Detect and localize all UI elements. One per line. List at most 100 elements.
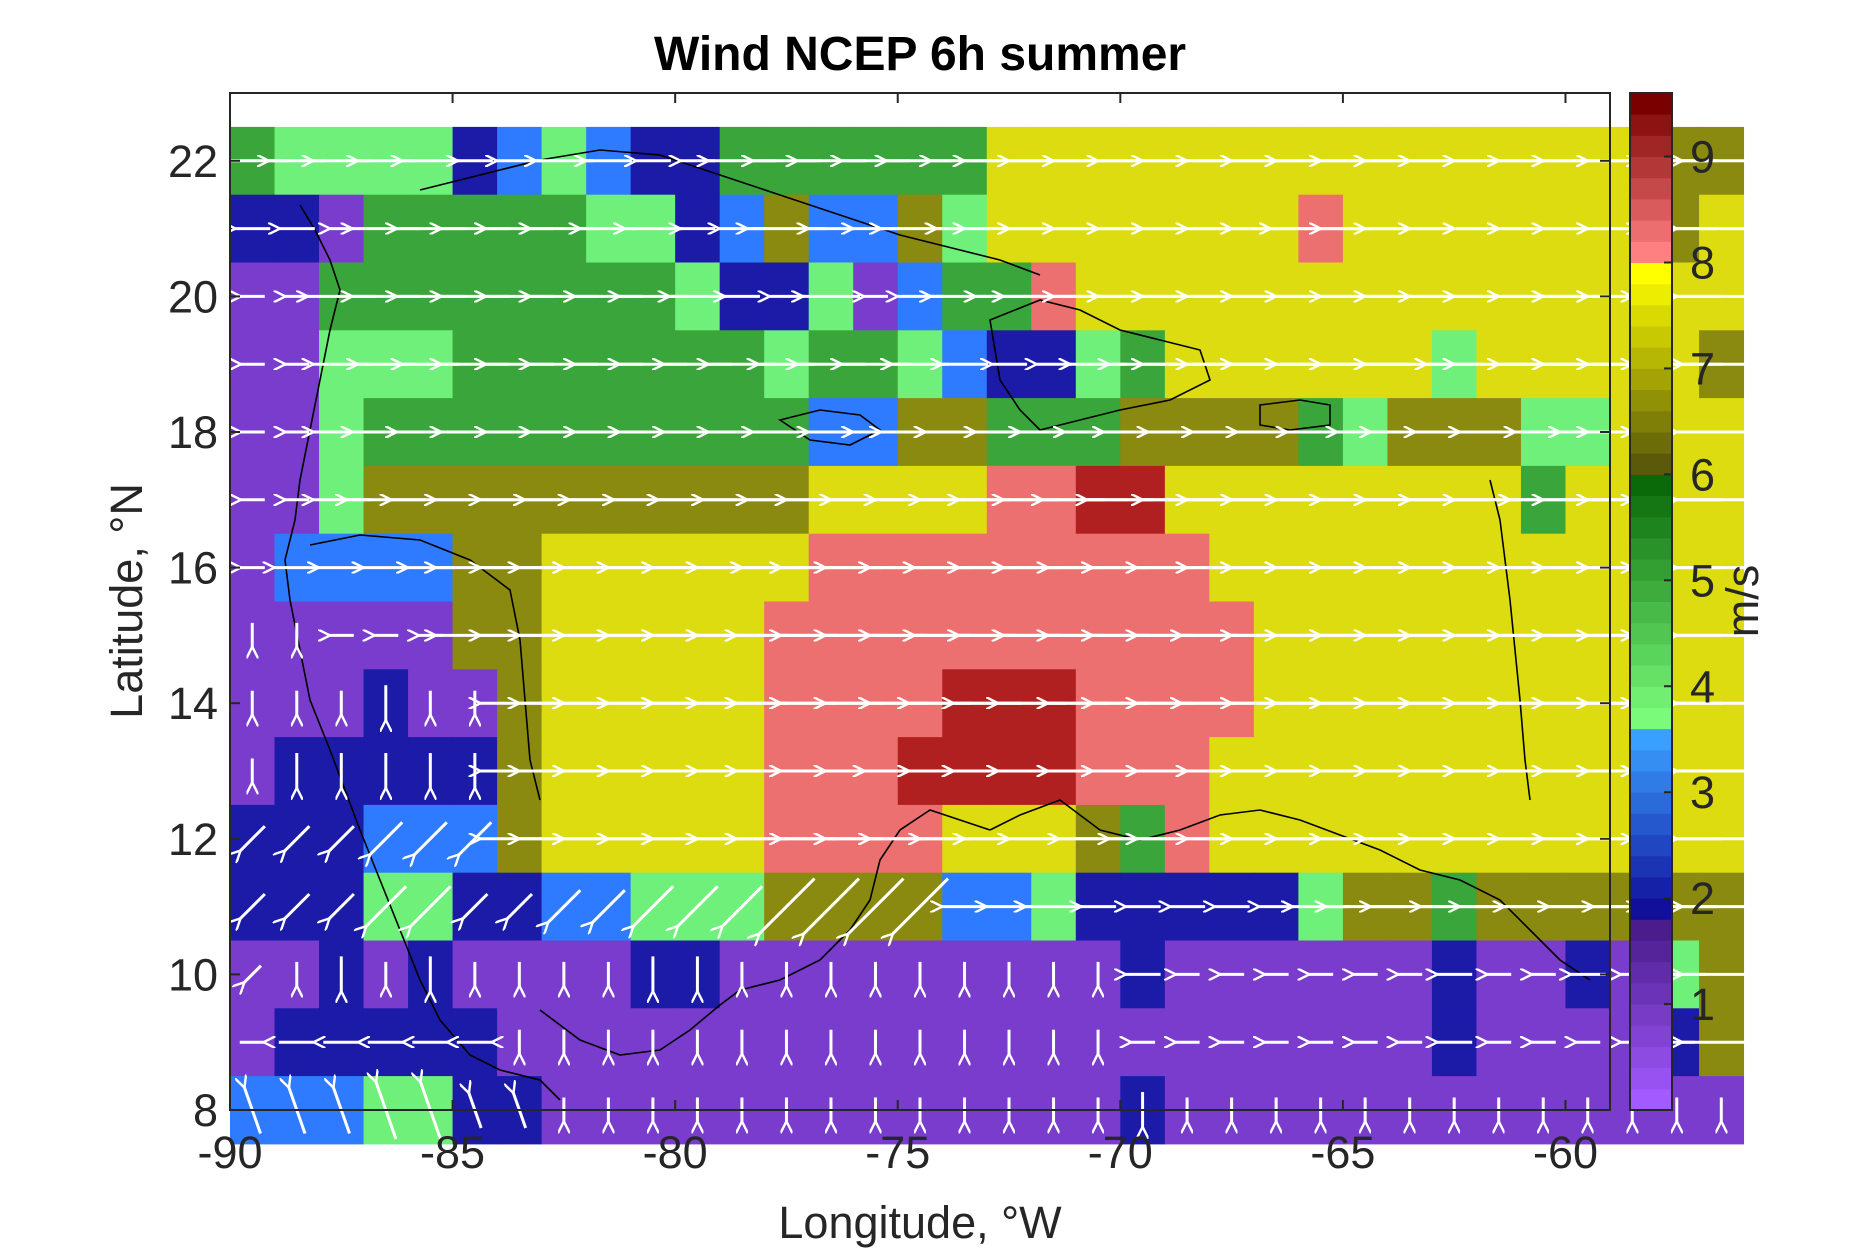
colorbar-ticks: 1 2 3 4 5 6 7 8 9 — [1664, 132, 1715, 1030]
venezuela-coast — [989, 799, 1591, 981]
colorbar-band — [1630, 347, 1672, 369]
wind-arrow — [892, 877, 950, 935]
colorbar-band — [1630, 495, 1672, 518]
colorbar-band — [1630, 1067, 1672, 1090]
central-america-coast — [284, 204, 561, 1101]
colorbar-band — [1630, 982, 1672, 1005]
colorbar-band — [1630, 283, 1672, 306]
plot-area — [218, 92, 1767, 1145]
colombia-coast — [739, 809, 991, 991]
wind-arrow — [414, 821, 448, 855]
y-tick-label: 16 — [168, 543, 218, 594]
colorbar-band — [1630, 453, 1672, 475]
colorbar-band — [1630, 834, 1672, 857]
y-tick-label: 10 — [168, 949, 218, 1000]
wind-arrow — [633, 885, 675, 927]
y-tick-label: 14 — [168, 678, 218, 729]
colorbar-bands — [1630, 93, 1672, 1111]
colorbar-band — [1630, 898, 1672, 920]
x-axis-label: Longitude, °W — [778, 1197, 1062, 1248]
colorbar-band — [1630, 389, 1672, 412]
colorbar-tick-label: 6 — [1690, 449, 1715, 500]
lesser-antilles-coast — [1489, 479, 1531, 801]
wind-arrow — [507, 892, 534, 919]
wind-arrow — [369, 821, 404, 855]
colorbar-band — [1630, 198, 1672, 221]
colorbar-band — [1630, 368, 1672, 391]
x-axis: -90 -85 -80 -75 -70 -65 -60 — [197, 93, 1598, 1178]
colorbar-band — [1630, 135, 1672, 158]
colorbar-tick-label: 8 — [1690, 238, 1715, 289]
hispaniola-coast — [989, 299, 1211, 431]
chart-title: Wind NCEP 6h summer — [654, 28, 1186, 81]
colorbar-band — [1630, 220, 1672, 242]
wind-arrow — [366, 885, 408, 927]
colorbar-band — [1630, 516, 1672, 539]
colorbar-band — [1630, 940, 1672, 963]
wind-arrow — [329, 825, 355, 851]
puerto-rico-coast — [1259, 399, 1331, 431]
wind-arrow — [284, 892, 311, 919]
colorbar-band — [1630, 93, 1672, 115]
colorbar-band — [1630, 537, 1672, 560]
colorbar-band — [1630, 792, 1672, 814]
wind-arrow — [329, 892, 355, 919]
colorbar-band — [1630, 410, 1672, 433]
colorbar-tick-label: 4 — [1690, 661, 1715, 712]
colorbar-band — [1630, 919, 1672, 941]
colorbar-band — [1630, 665, 1672, 687]
x-tick-label: -80 — [643, 1127, 708, 1178]
colorbar-band — [1630, 707, 1672, 730]
wind-arrow — [240, 825, 266, 851]
colorbar-band — [1630, 304, 1672, 327]
wind-arrow — [677, 885, 719, 927]
wind-arrow — [722, 885, 764, 927]
x-tick-label: -75 — [865, 1127, 930, 1178]
x-tick-label: -85 — [420, 1127, 485, 1178]
colorbar-tick-label: 7 — [1690, 343, 1715, 394]
colorbar-band — [1630, 813, 1672, 836]
colorbar-tick-label: 9 — [1690, 132, 1715, 183]
colorbar-band — [1630, 622, 1672, 645]
y-tick-label: 22 — [168, 136, 218, 187]
colorbar-band — [1630, 855, 1672, 878]
y-tick-label: 8 — [193, 1085, 218, 1136]
colorbar-tick-label: 1 — [1690, 979, 1715, 1030]
wind-arrow — [592, 889, 626, 923]
wind-arrow — [758, 877, 816, 935]
colorbar-band — [1630, 728, 1672, 751]
colorbar-band — [1630, 580, 1672, 602]
y-axis: 8 10 12 14 16 18 20 22 — [168, 136, 1610, 1136]
colorbar-band — [1630, 241, 1672, 263]
colorbar-band — [1630, 686, 1672, 708]
wind-arrow — [284, 825, 311, 851]
y-tick-label: 20 — [168, 271, 218, 322]
colorbar-band — [1630, 876, 1672, 899]
colorbar-band — [1630, 432, 1672, 454]
colorbar-band — [1630, 1025, 1672, 1047]
coastline-outline — [284, 149, 1591, 1101]
colorbar-band — [1630, 1046, 1672, 1069]
wind-arrow — [847, 877, 905, 935]
colorbar-band — [1630, 177, 1672, 200]
colorbar-band — [1630, 1088, 1672, 1111]
panama-coast — [539, 989, 741, 1056]
x-tick-label: -60 — [1533, 1127, 1598, 1178]
x-tick-label: -90 — [197, 1127, 262, 1178]
y-axis-label: Latitude, °N — [101, 483, 152, 719]
wind-arrow — [244, 964, 263, 984]
colorbar-band — [1630, 326, 1672, 348]
colorbar-tick-label: 5 — [1690, 555, 1715, 606]
plot-frame — [229, 92, 1611, 1111]
colorbar-tick-label: 2 — [1690, 873, 1715, 924]
colorbar-band — [1630, 749, 1672, 772]
colorbar-band — [1630, 601, 1672, 624]
colorbar-tick-label: 3 — [1690, 767, 1715, 818]
colorbar-band — [1630, 156, 1672, 179]
colorbar-label: m/s — [1717, 565, 1768, 638]
y-tick-label: 12 — [168, 814, 218, 865]
wind-arrow — [462, 892, 489, 919]
colorbar: 1 2 3 4 5 6 7 8 9 m/s — [1629, 92, 1768, 1111]
colorbar-band — [1630, 474, 1672, 497]
